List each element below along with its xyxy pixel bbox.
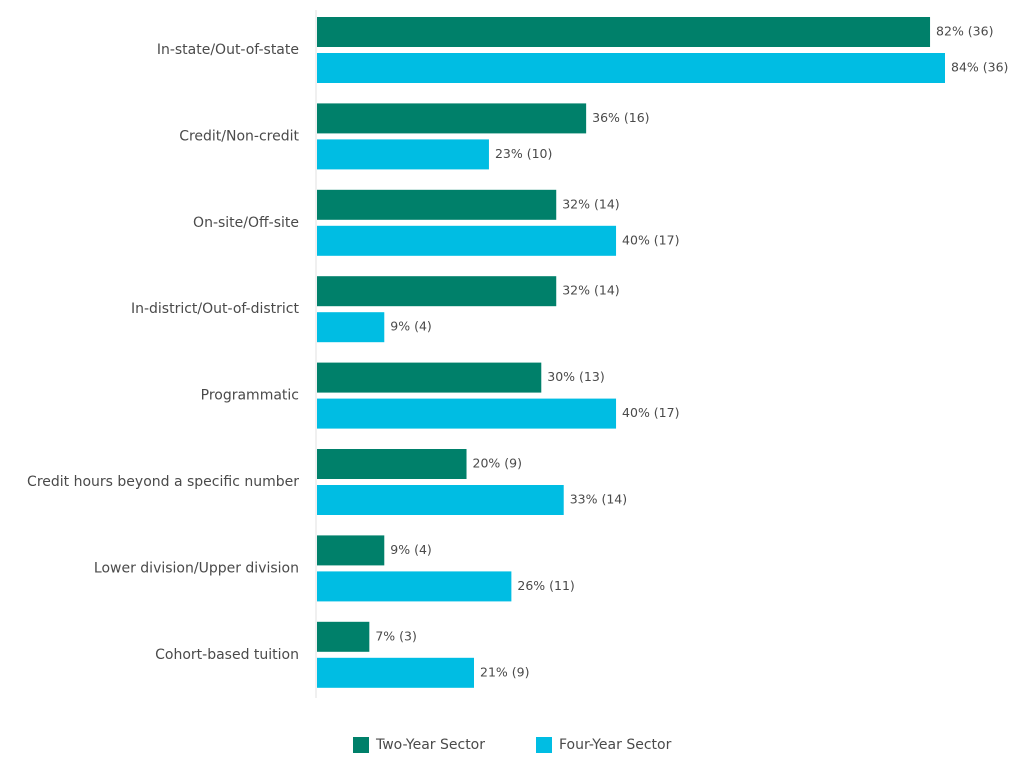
legend-swatch-two-year (353, 737, 369, 753)
bar-two-year (317, 535, 385, 566)
bar-four-year (317, 398, 617, 429)
data-label: 20% (9) (473, 456, 522, 471)
data-label: 32% (14) (562, 283, 619, 298)
data-label: 36% (16) (592, 110, 649, 125)
bar-four-year (317, 485, 564, 515)
data-label: 33% (14) (570, 492, 627, 507)
data-label: 84% (36) (951, 60, 1008, 75)
legend-label-four-year: Four-Year Sector (559, 737, 672, 753)
data-label: 30% (13) (547, 369, 604, 384)
bar-four-year (317, 571, 512, 602)
legend: Two-Year Sector Four-Year Sector (353, 737, 672, 753)
bar-four-year (317, 139, 489, 170)
category-label: Lower division/Upper division (94, 560, 299, 576)
bar-four-year (317, 225, 617, 256)
data-label: 23% (10) (495, 146, 552, 161)
bar-four-year (317, 53, 945, 83)
data-label: 40% (17) (622, 232, 679, 247)
category-label: Programmatic (201, 388, 299, 404)
bar-four-year (317, 657, 474, 688)
data-label: 21% (9) (480, 664, 529, 679)
category-label: On-site/Off-site (193, 215, 299, 231)
bar-two-year (317, 17, 931, 47)
category-label: Credit hours beyond a specific number (27, 474, 299, 490)
value-labels: 82% (36) 84% (36) 36% (16) 23% (10) 32% (14)… (375, 24, 1008, 680)
data-label: 7% (3) (375, 628, 417, 643)
category-label: Cohort-based tuition (155, 647, 299, 663)
bar-two-year (317, 103, 587, 134)
data-label: 40% (17) (622, 405, 679, 420)
data-label: 82% (36) (936, 24, 993, 39)
legend-label-two-year: Two-Year Sector (375, 737, 485, 753)
bar-two-year (317, 362, 542, 393)
data-label: 26% (11) (517, 578, 574, 593)
bar-two-year (317, 449, 467, 479)
data-label: 9% (4) (390, 542, 432, 557)
bars (317, 17, 945, 688)
bar-four-year (317, 312, 385, 343)
category-label: In-district/Out-of-district (131, 301, 300, 317)
data-label: 32% (14) (562, 196, 619, 211)
bar-two-year (317, 276, 557, 307)
data-label: 9% (4) (390, 319, 432, 334)
category-label: In-state/Out-of-state (157, 42, 299, 58)
bar-two-year (317, 189, 557, 220)
bar-two-year (317, 621, 370, 652)
legend-swatch-four-year (536, 737, 552, 753)
category-labels: In-state/Out-of-state Credit/Non-credit On… (27, 42, 299, 663)
category-label: Credit/Non-credit (179, 128, 299, 144)
